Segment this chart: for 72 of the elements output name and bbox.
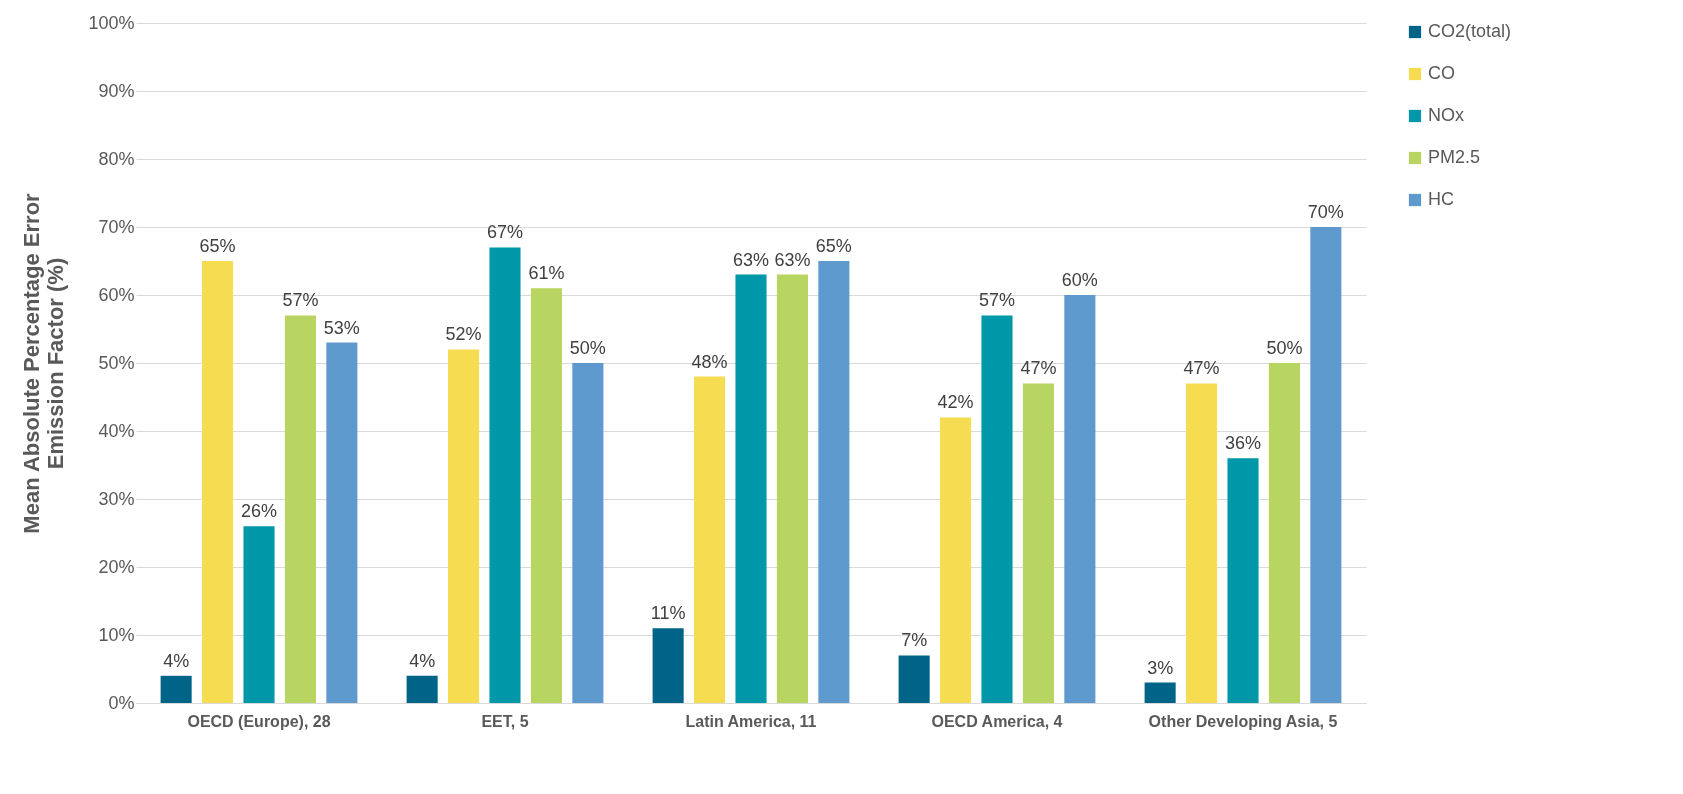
data-label: 47% xyxy=(1183,358,1220,379)
data-label: 63% xyxy=(732,249,770,270)
legend-label: HC xyxy=(1428,189,1454,209)
bar xyxy=(1227,458,1259,703)
data-label: 7% xyxy=(901,630,928,651)
bar xyxy=(448,349,480,703)
bar xyxy=(694,376,726,703)
bar xyxy=(652,628,684,703)
bar xyxy=(1186,383,1218,703)
y-tick-label: 50% xyxy=(98,352,135,373)
bar xyxy=(572,363,604,703)
data-label: 53% xyxy=(323,317,360,338)
bar xyxy=(326,342,358,703)
bar xyxy=(776,274,808,703)
bar xyxy=(940,417,972,703)
x-tick-label: EET, 5 xyxy=(481,712,529,730)
bar xyxy=(406,675,438,703)
y-tick-label: 0% xyxy=(108,692,135,713)
y-tick-label: 100% xyxy=(88,12,135,33)
x-tick-label: Other Developing Asia, 5 xyxy=(1148,712,1338,730)
data-label: 63% xyxy=(774,249,811,270)
y-tick-label: 10% xyxy=(98,624,135,645)
data-label: 47% xyxy=(1020,358,1057,379)
legend-label: CO xyxy=(1428,63,1455,83)
bar xyxy=(818,261,850,703)
bar xyxy=(489,247,521,703)
data-label: 11% xyxy=(650,603,686,624)
y-tick-label: 20% xyxy=(98,556,135,577)
bar xyxy=(202,261,234,703)
data-label: 57% xyxy=(978,290,1016,311)
bar xyxy=(243,526,275,703)
data-label: 70% xyxy=(1307,202,1344,222)
data-label: 42% xyxy=(937,392,974,413)
bar xyxy=(1310,227,1342,703)
bar xyxy=(981,315,1013,703)
legend-label: NOx xyxy=(1428,105,1464,125)
data-label: 65% xyxy=(815,236,852,256)
y-axis-title: Mean Absolute Percentage Error Emission Factor (%) xyxy=(19,192,69,534)
data-label: 57% xyxy=(282,290,319,311)
data-label: 50% xyxy=(1266,338,1303,358)
data-label: 36% xyxy=(1224,433,1262,454)
bar xyxy=(160,675,192,703)
x-tick-label: OECD America, 4 xyxy=(931,712,1063,730)
y-tick-label: 90% xyxy=(98,80,135,101)
bar xyxy=(1144,682,1176,703)
y-tick-label: 80% xyxy=(98,148,135,169)
data-label: 60% xyxy=(1061,270,1098,290)
data-label: 4% xyxy=(409,650,436,671)
legend-label: PM2.5 xyxy=(1428,147,1481,167)
data-label: 65% xyxy=(199,236,236,256)
data-label: 48% xyxy=(691,351,728,372)
data-label: 26% xyxy=(240,501,278,522)
y-tick-label: 40% xyxy=(98,420,135,441)
y-tick-label: 30% xyxy=(98,488,135,509)
bar xyxy=(1064,295,1096,703)
bar xyxy=(735,274,767,703)
data-label: 50% xyxy=(569,338,606,358)
bar xyxy=(530,288,562,703)
bar xyxy=(284,315,316,703)
data-label: 61% xyxy=(528,263,565,284)
bar xyxy=(1022,383,1054,703)
y-tick-label: 70% xyxy=(98,216,135,237)
x-tick-label: Latin America, 11 xyxy=(685,712,817,730)
data-label: 67% xyxy=(486,222,524,243)
data-label: 52% xyxy=(445,324,482,345)
x-tick-label: OECD (Europe), 28 xyxy=(187,712,331,730)
bar xyxy=(1268,363,1300,703)
legend-label: CO2(total) xyxy=(1428,21,1512,41)
bar xyxy=(898,655,930,703)
data-label: 4% xyxy=(163,650,190,671)
y-tick-label: 60% xyxy=(98,284,135,305)
data-label: 3% xyxy=(1147,657,1174,678)
